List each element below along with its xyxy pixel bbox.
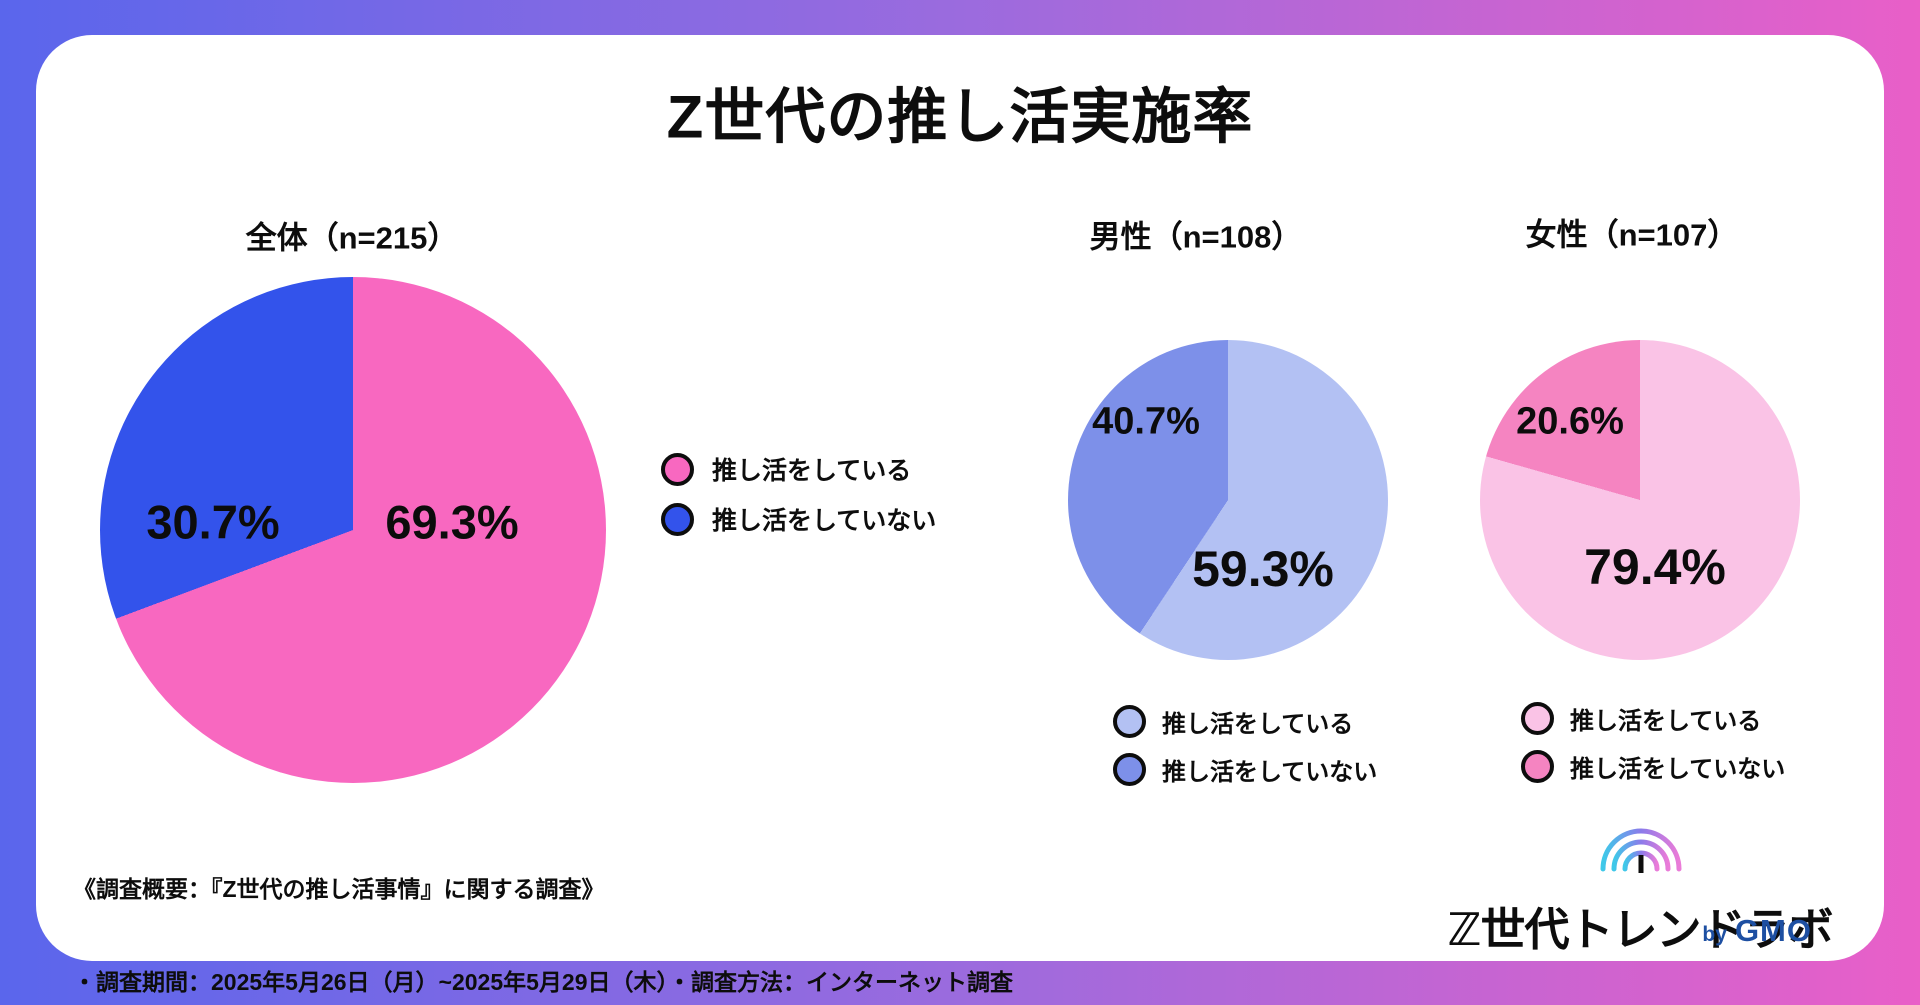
brand-logo: ℤ世代トレンドラボ by GMO bbox=[1447, 800, 1834, 965]
legend-label: 推し活をしている bbox=[712, 457, 912, 485]
logo-byline: by GMO bbox=[1702, 913, 1812, 949]
pie-value-overall-notdoing: 30.7% bbox=[146, 495, 280, 549]
survey-overview-notes: 《調査概要：『Z世代の推し活事情』に関する調査》 ・調査期間：2025年5月26… bbox=[73, 812, 1365, 1005]
logo-wordmark: ℤ世代トレンドラボ bbox=[1447, 904, 1834, 955]
legend-label: 推し活をしている bbox=[1570, 707, 1762, 735]
pie-chart-male bbox=[1068, 340, 1388, 660]
legend-male: 推し活をしている 推し活をしていない bbox=[1113, 697, 1377, 793]
legend-label: 推し活をしている bbox=[1162, 710, 1354, 738]
legend-row-doing: 推し活をしている bbox=[661, 444, 936, 494]
pie-value-overall-doing: 69.3% bbox=[385, 495, 519, 549]
chart-title-overall: 全体（n=215） bbox=[245, 220, 459, 256]
pie-value-female-notdoing: 20.6% bbox=[1516, 400, 1624, 443]
legend-overall: 推し活をしている 推し活をしていない bbox=[661, 444, 936, 544]
legend-row-doing: 推し活をしている bbox=[1113, 697, 1377, 745]
pie-chart-overall bbox=[100, 277, 606, 783]
note-line: 《調査概要：『Z世代の推し活事情』に関する調査》 bbox=[73, 876, 605, 902]
legend-label: 推し活をしていない bbox=[712, 507, 937, 535]
legend-label: 推し活をしていない bbox=[1570, 755, 1786, 783]
chart-title-female: 女性（n=107） bbox=[1525, 217, 1739, 253]
note-line: ・調査期間：2025年5月26日（月）~2025年5月29日（木）・調査方法：イ… bbox=[73, 969, 1014, 995]
legend-row-notdoing: 推し活をしていない bbox=[661, 494, 936, 544]
pie-value-female-doing: 79.4% bbox=[1584, 539, 1726, 595]
legend-row-notdoing: 推し活をしていない bbox=[1521, 742, 1785, 790]
gmo-logo: GMO bbox=[1734, 913, 1812, 948]
logo-by-text: by bbox=[1702, 923, 1727, 946]
chart-title-male: 男性（n=108） bbox=[1089, 219, 1303, 255]
legend-swatch-mediumblue-icon bbox=[1113, 752, 1146, 786]
legend-swatch-darkpink-icon bbox=[1521, 749, 1554, 783]
pie-value-male-doing: 59.3% bbox=[1192, 541, 1334, 597]
pie-value-male-notdoing: 40.7% bbox=[1092, 400, 1200, 443]
legend-swatch-lightblue-icon bbox=[1113, 704, 1146, 738]
legend-row-notdoing: 推し活をしていない bbox=[1113, 745, 1377, 793]
signal-arcs-icon bbox=[1600, 828, 1682, 873]
legend-swatch-blue-icon bbox=[661, 502, 694, 536]
legend-swatch-pink-icon bbox=[661, 452, 694, 486]
legend-swatch-lightpink-icon bbox=[1521, 701, 1554, 735]
page-title: Z世代の推し活実施率 bbox=[666, 83, 1254, 151]
legend-row-doing: 推し活をしている bbox=[1521, 694, 1785, 742]
legend-female: 推し活をしている 推し活をしていない bbox=[1521, 694, 1785, 790]
pie-chart-female bbox=[1480, 340, 1800, 660]
legend-label: 推し活をしていない bbox=[1162, 758, 1378, 786]
